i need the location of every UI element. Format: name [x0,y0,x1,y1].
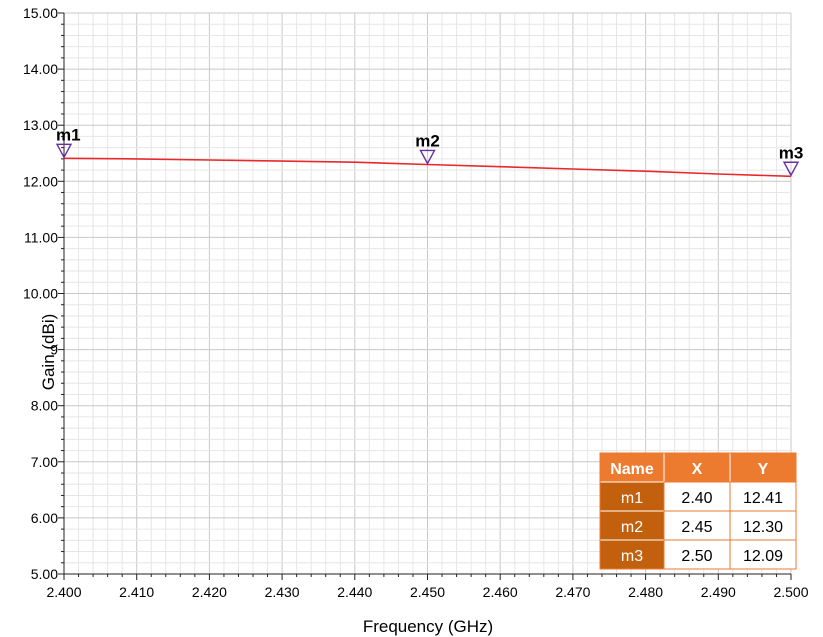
y-tick-label: 5.00 [31,566,58,582]
markers-layer: m1 m2 m3 [55,125,804,177]
marker-triangle [55,143,73,159]
table-header-cell [663,452,731,483]
y-tick-label: 12.00 [23,173,58,189]
table-border [599,452,797,570]
y-tick-label: 8.00 [31,398,58,414]
marker-m1: m1 [55,125,81,159]
table-header-cell [599,452,665,483]
x-tick-label: 2.410 [119,584,154,600]
x-tick-label: 2.460 [483,584,518,600]
table-header-text: Name [610,461,654,478]
x-axis-label: Frequency (GHz) [363,617,493,636]
table-cell [599,510,665,541]
table-cell-text: m2 [621,519,643,536]
x-tick-label: 2.420 [192,584,227,600]
x-tick-label: 2.480 [628,584,663,600]
y-tick-label: 14.00 [23,61,58,77]
marker-label: m2 [415,131,440,150]
axes: 5.00 6.00 7.00 8.00 9 10.00 11.00 12.00 13.00 14.… [23,5,809,600]
marker-label: m1 [56,125,81,144]
x-tick-label: 2.470 [555,584,590,600]
table-cell [729,481,797,512]
table-cell-text: 12.30 [743,519,783,536]
x-tick-label: 2.430 [265,584,300,600]
marker-label: m3 [779,143,804,162]
x-tick-label: 2.440 [337,584,372,600]
table-cell-text: 2.40 [681,490,712,507]
y-axis-label: Gain (dBi) [39,314,58,391]
table-cell [599,539,665,570]
table-cell [663,481,731,512]
marker-m3: m3 [779,143,804,177]
y-tick-label: 9 [50,342,58,358]
table-cell-text: 12.09 [743,548,783,565]
table-cell-text: 12.41 [743,490,783,507]
y-tick-label: 11.00 [24,229,58,245]
x-tick-label: 2.400 [46,584,81,600]
y-tick-label: 15.00 [23,5,58,21]
table-header-text: Y [758,461,769,478]
x-tick-label: 2.490 [701,584,736,600]
marker-table: Name X Ym1 2.40 12.41 m2 2.45 12.30 m3 2.50 12.09 [599,452,797,570]
marker-m2: m2 [415,131,440,165]
marker-triangle [419,149,436,165]
y-tick-label: 6.00 [31,510,58,526]
y-tick-label: 13.00 [23,117,58,133]
table-cell-text: 2.50 [681,548,712,565]
y-tick-label: 7.00 [31,454,58,470]
table-cell [729,539,797,570]
table-cell-text: m3 [621,548,643,565]
table-header-text: X [692,461,703,478]
x-tick-label: 2.450 [410,584,445,600]
x-tick-label: 2.500 [773,584,808,600]
y-tick-label: 10.00 [23,286,58,302]
marker-triangle [782,161,800,177]
table-cell-text: 2.45 [681,519,712,536]
table-cell-text: m1 [621,490,643,507]
